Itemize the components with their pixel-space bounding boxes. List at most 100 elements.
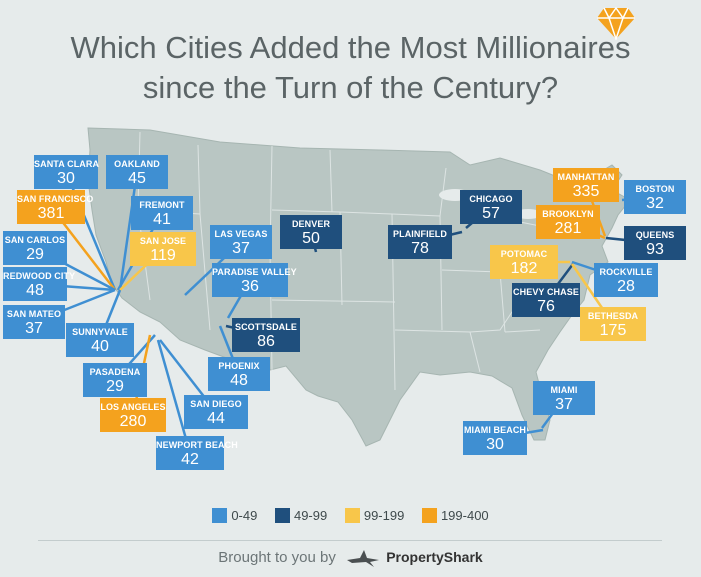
city-value: 78 [411, 240, 429, 257]
city-label: MIAMI 37 [533, 381, 595, 415]
city-name: QUEENS [635, 230, 675, 240]
legend-label: 99-199 [363, 508, 405, 523]
footer: Brought to you by PropertyShark [0, 548, 701, 568]
city-label: BOSTON 32 [624, 180, 686, 214]
city-name: SCOTTSDALE [234, 322, 297, 332]
city-label: SAN JOSE 119 [130, 232, 196, 266]
legend-swatch [212, 508, 228, 523]
city-label: POTOMAC 182 [490, 245, 558, 279]
city-name: FREMONT [139, 200, 185, 210]
city-label: SUNNYVALE 40 [66, 323, 134, 357]
city-value: 45 [128, 170, 146, 187]
city-value: 182 [510, 260, 538, 277]
city-label: PLAINFIELD 78 [388, 225, 452, 259]
city-value: 280 [119, 413, 147, 430]
city-value: 41 [153, 211, 171, 228]
legend-swatch [421, 508, 437, 523]
city-value: 175 [599, 322, 627, 339]
city-label: CHICAGO 57 [460, 190, 522, 224]
city-name: BETHESDA [587, 311, 639, 321]
city-label: DENVER 50 [280, 215, 342, 249]
city-label: LOS ANGELES 280 [100, 398, 166, 432]
city-label: SCOTTSDALE 86 [232, 318, 300, 352]
city-label: PASADENA 29 [83, 363, 147, 397]
city-label: ROCKVILLE 28 [594, 263, 658, 297]
city-value: 29 [106, 378, 124, 395]
leader-line [156, 339, 192, 454]
legend-label: 49-99 [293, 508, 328, 523]
city-name: PASADENA [89, 367, 141, 377]
city-value: 28 [617, 278, 635, 295]
legend-item: 49-99 [274, 508, 328, 523]
city-value: 29 [26, 246, 44, 263]
city-name: CHICAGO [469, 194, 513, 204]
city-value: 86 [257, 333, 275, 350]
chart-title: Which Cities Added the Most Millionaires… [0, 28, 701, 108]
diamond-icon [597, 6, 635, 40]
city-name: SAN FRANCISCO [17, 194, 94, 204]
legend-label: 0-49 [231, 508, 258, 523]
city-label: REDWOOD CITY 48 [3, 267, 76, 301]
footer-prefix: Brought to you by [218, 549, 336, 566]
city-name: LAS VEGAS [214, 229, 268, 239]
city-value: 381 [37, 205, 65, 222]
city-label: SAN MATEO 37 [3, 305, 65, 339]
city-label: MIAMI BEACH 30 [463, 421, 527, 455]
city-value: 37 [25, 320, 43, 337]
city-value: 76 [537, 298, 555, 315]
footer-divider [38, 540, 662, 541]
city-label: CHEVY CHASE 76 [512, 283, 580, 317]
city-value: 42 [181, 451, 199, 468]
city-value: 48 [230, 372, 248, 389]
city-label: NEWPORT BEACH 42 [156, 436, 238, 470]
city-label: FREMONT 41 [131, 196, 193, 230]
city-name: SAN CARLOS [4, 235, 66, 245]
city-value: 93 [646, 241, 664, 258]
city-name: DENVER [291, 219, 331, 229]
city-name: OAKLAND [114, 159, 160, 169]
legend-item: 199-400 [421, 508, 489, 523]
city-value: 32 [646, 195, 664, 212]
city-label: LAS VEGAS 37 [210, 225, 272, 259]
city-value: 281 [554, 220, 582, 237]
city-name: MIAMI BEACH [463, 425, 527, 435]
city-value: 37 [555, 396, 573, 413]
city-name: BROOKLYN [542, 209, 594, 219]
city-label: BETHESDA 175 [580, 307, 646, 341]
city-name: PLAINFIELD [393, 229, 447, 239]
city-value: 119 [150, 247, 176, 264]
city-label: SANTA CLARA 30 [34, 155, 100, 189]
city-value: 50 [302, 230, 320, 247]
city-value: 30 [57, 170, 75, 187]
city-name: REDWOOD CITY [3, 271, 76, 281]
city-value: 57 [482, 205, 500, 222]
title-line-2: since the Turn of the Century? [142, 70, 559, 105]
city-name: MIAMI [550, 385, 578, 395]
city-name: SANTA CLARA [34, 159, 100, 169]
city-label: PARADISE VALLEY 36 [212, 263, 297, 297]
city-label: OAKLAND 45 [106, 155, 168, 189]
legend-item: 99-199 [344, 508, 405, 523]
leader-line [118, 171, 139, 291]
city-name: LOS ANGELES [100, 402, 166, 412]
city-name: BOSTON [635, 184, 675, 194]
legend-item: 0-49 [212, 508, 257, 523]
city-label: SAN FRANCISCO 381 [17, 190, 94, 224]
city-name: SAN DIEGO [190, 399, 242, 409]
city-value: 37 [232, 240, 250, 257]
city-name: PARADISE VALLEY [212, 267, 297, 277]
city-value: 48 [26, 282, 44, 299]
city-name: SAN JOSE [139, 236, 187, 246]
city-label: PHOENIX 48 [208, 357, 270, 391]
city-label: BROOKLYN 281 [536, 205, 600, 239]
city-name: CHEVY CHASE [513, 287, 579, 297]
city-label: MANHATTAN 335 [553, 168, 619, 202]
city-name: ROCKVILLE [599, 267, 653, 277]
city-name: PHOENIX [218, 361, 260, 371]
legend: 0-49 49-99 99-199 199-400 [0, 508, 701, 523]
legend-label: 199-400 [440, 508, 489, 523]
city-name: POTOMAC [500, 249, 548, 259]
city-value: 335 [572, 183, 600, 200]
city-name: NEWPORT BEACH [156, 440, 238, 450]
legend-swatch [344, 508, 360, 523]
